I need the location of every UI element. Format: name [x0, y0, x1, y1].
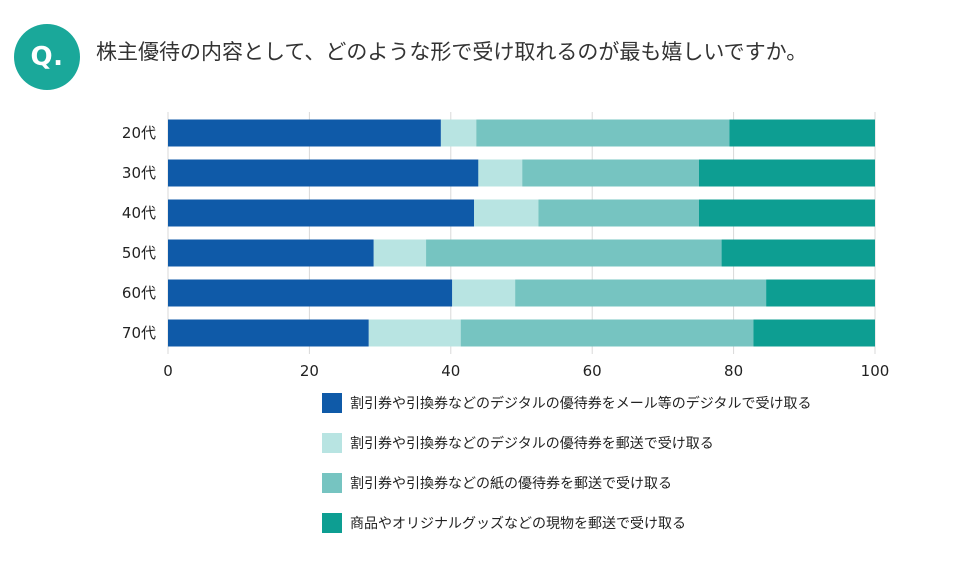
- legend-item: 割引券や引換券などの紙の優待券を郵送で受け取る: [322, 473, 811, 493]
- legend-label: 割引券や引換券などのデジタルの優待券をメール等のデジタルで受け取る: [350, 396, 812, 412]
- bar-segment: [168, 199, 475, 227]
- bar-segment: [474, 199, 539, 227]
- bars: [168, 119, 875, 347]
- category-label: 50代: [122, 244, 156, 262]
- legend-label: 商品やオリジナルグッズなどの現物を郵送で受け取る: [350, 516, 686, 532]
- bar-segment: [373, 239, 427, 267]
- question-text: 株主優待の内容として、どのような形で受け取れるのが最も嬉しいですか。: [96, 40, 808, 64]
- stacked-bar-chart: 20代 30代 40代 50代 60代 70代 0 20 40 60 80 100: [122, 112, 889, 380]
- legend-label: 割引券や引換券などの紙の優待券を郵送で受け取る: [350, 476, 672, 492]
- bar-segment: [766, 279, 875, 307]
- x-tick-label: 100: [861, 362, 890, 380]
- category-label: 60代: [122, 284, 156, 302]
- bar-segment: [452, 279, 516, 307]
- category-label: 40代: [122, 204, 156, 222]
- legend-item: 割引券や引換券などのデジタルの優待券をメール等のデジタルで受け取る: [322, 393, 811, 413]
- bar-segment: [368, 319, 461, 347]
- legend-swatch: [322, 513, 342, 533]
- grid-lines: [167, 112, 876, 354]
- bar-segment: [168, 239, 374, 267]
- bar-segment: [168, 279, 453, 307]
- bar-segment: [168, 319, 369, 347]
- legend-item: 商品やオリジナルグッズなどの現物を郵送で受け取る: [322, 513, 811, 533]
- bar-segment: [426, 239, 722, 267]
- x-tick-labels: 0 20 40 60 80 100: [163, 362, 889, 380]
- legend-swatch: [322, 393, 342, 413]
- bar-segment: [440, 119, 477, 147]
- x-tick-label: 40: [441, 362, 460, 380]
- bar-segment: [753, 319, 875, 347]
- legend-item: 割引券や引換券などのデジタルの優待券を郵送で受け取る: [322, 433, 811, 453]
- x-tick-label: 20: [300, 362, 319, 380]
- bar-segment: [478, 159, 523, 187]
- legend-swatch: [322, 433, 342, 453]
- category-label: 30代: [122, 164, 156, 182]
- bar-segment: [522, 159, 699, 187]
- bar-segment: [538, 199, 699, 227]
- legend-swatch: [322, 473, 342, 493]
- category-label: 70代: [122, 324, 156, 342]
- bar-segment: [698, 159, 875, 187]
- bar-segment: [721, 239, 875, 267]
- bar-segment: [515, 279, 767, 307]
- x-tick-label: 80: [724, 362, 743, 380]
- bar-segment: [168, 119, 441, 147]
- bar-segment: [698, 199, 875, 227]
- bar-segment: [729, 119, 875, 147]
- x-tick-label: 0: [163, 362, 173, 380]
- bar-segment: [460, 319, 754, 347]
- question-badge: Q.: [14, 24, 80, 90]
- bar-segment: [476, 119, 730, 147]
- bar-segment: [168, 159, 479, 187]
- legend: 割引券や引換券などのデジタルの優待券をメール等のデジタルで受け取る 割引券や引換券…: [322, 393, 811, 553]
- category-label: 20代: [122, 124, 156, 142]
- x-tick-label: 60: [583, 362, 602, 380]
- legend-label: 割引券や引換券などのデジタルの優待券を郵送で受け取る: [350, 436, 714, 452]
- category-labels: 20代 30代 40代 50代 60代 70代: [122, 124, 156, 342]
